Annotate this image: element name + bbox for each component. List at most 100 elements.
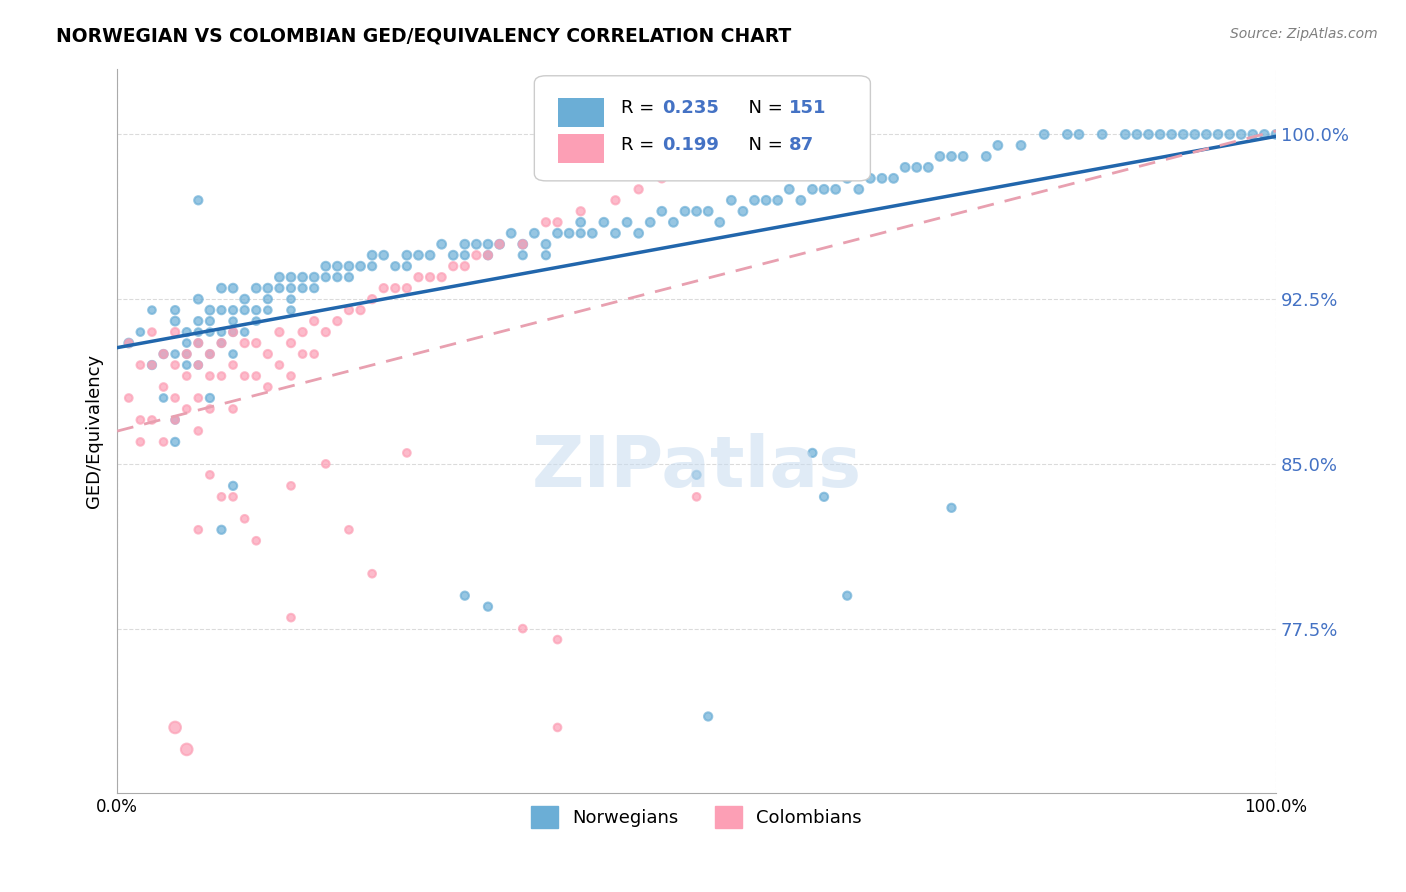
Point xyxy=(187,314,209,328)
Text: R =: R = xyxy=(621,99,661,118)
Point xyxy=(373,281,395,295)
Point xyxy=(952,149,974,163)
Point xyxy=(198,314,221,328)
Point xyxy=(211,490,233,504)
Point xyxy=(211,523,233,537)
Point xyxy=(441,248,464,262)
Point xyxy=(349,259,371,273)
Point xyxy=(165,325,187,339)
Point xyxy=(326,314,349,328)
Point xyxy=(941,149,963,163)
Point xyxy=(1137,128,1160,142)
Point xyxy=(141,358,163,372)
Point xyxy=(302,281,325,295)
Point xyxy=(302,347,325,361)
Point xyxy=(731,204,754,219)
Point xyxy=(801,446,824,460)
Point xyxy=(165,358,187,372)
Text: ZIPatlas: ZIPatlas xyxy=(531,433,862,501)
Point xyxy=(118,336,141,351)
Point xyxy=(824,182,846,196)
Point xyxy=(256,380,278,394)
Point xyxy=(152,380,174,394)
Point xyxy=(430,237,453,252)
Point xyxy=(129,325,152,339)
Text: 0.235: 0.235 xyxy=(662,99,718,118)
Point xyxy=(245,369,267,384)
Point xyxy=(222,325,245,339)
Point xyxy=(361,566,384,581)
Point xyxy=(673,204,696,219)
Point xyxy=(477,248,499,262)
FancyBboxPatch shape xyxy=(534,76,870,181)
Point xyxy=(848,182,870,196)
Text: R =: R = xyxy=(621,136,661,153)
Point xyxy=(488,237,510,252)
Point xyxy=(929,149,952,163)
Point xyxy=(1265,128,1288,142)
Point xyxy=(651,204,673,219)
Point xyxy=(337,303,360,318)
Point xyxy=(269,281,291,295)
Point xyxy=(1195,128,1218,142)
Point xyxy=(187,358,209,372)
Point xyxy=(165,413,187,427)
Point xyxy=(280,292,302,306)
Point xyxy=(1114,128,1136,142)
Point xyxy=(165,347,187,361)
Point xyxy=(894,161,917,175)
Point xyxy=(941,500,963,515)
Point xyxy=(141,358,163,372)
Point xyxy=(315,325,337,339)
Point xyxy=(1033,128,1056,142)
Point xyxy=(337,259,360,273)
Point xyxy=(454,237,477,252)
Point xyxy=(315,270,337,285)
Point xyxy=(870,171,893,186)
Point xyxy=(187,194,209,208)
Point xyxy=(697,204,720,219)
Point xyxy=(269,325,291,339)
Point xyxy=(512,237,534,252)
Point xyxy=(408,248,430,262)
Point xyxy=(408,270,430,285)
Point xyxy=(477,248,499,262)
Point xyxy=(905,161,928,175)
Point xyxy=(211,336,233,351)
Point xyxy=(512,248,534,262)
Point xyxy=(837,589,859,603)
Point xyxy=(534,237,557,252)
Point xyxy=(198,401,221,416)
Point xyxy=(801,182,824,196)
Point xyxy=(627,182,650,196)
Point xyxy=(859,171,882,186)
Point xyxy=(1067,128,1090,142)
Point xyxy=(697,709,720,723)
Point xyxy=(337,523,360,537)
Point xyxy=(198,391,221,405)
Point xyxy=(685,161,707,175)
Point xyxy=(176,358,198,372)
Point xyxy=(766,194,789,208)
Point xyxy=(245,533,267,548)
Point xyxy=(326,259,349,273)
Point xyxy=(441,259,464,273)
Point xyxy=(165,413,187,427)
Point xyxy=(187,336,209,351)
Point xyxy=(384,281,406,295)
Point xyxy=(465,237,488,252)
Point xyxy=(222,314,245,328)
Point xyxy=(198,347,221,361)
Point xyxy=(395,446,418,460)
Point xyxy=(198,347,221,361)
Text: 0.199: 0.199 xyxy=(662,136,718,153)
Point xyxy=(176,347,198,361)
Point xyxy=(211,336,233,351)
Point xyxy=(1219,128,1241,142)
Point xyxy=(302,270,325,285)
Point xyxy=(534,248,557,262)
Point xyxy=(662,215,685,229)
Point xyxy=(627,226,650,240)
Point xyxy=(118,336,141,351)
Point xyxy=(269,270,291,285)
